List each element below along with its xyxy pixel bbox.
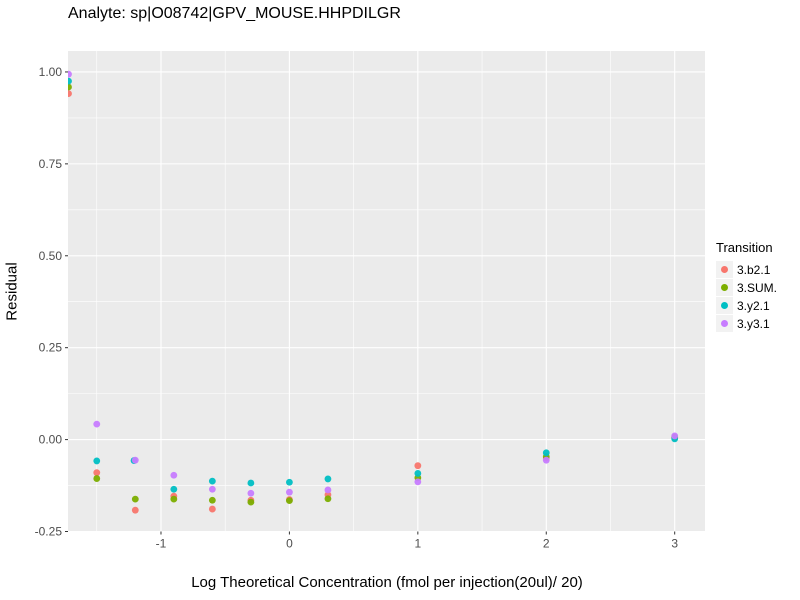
data-point-3.SUM. bbox=[324, 495, 332, 503]
x-tick-label: 2 bbox=[543, 537, 550, 551]
legend-item: 3.y2.1 bbox=[716, 297, 777, 314]
data-point-3.y3.1 bbox=[131, 456, 139, 464]
data-point-3.y3.1 bbox=[324, 486, 332, 494]
data-point-3.y3.1 bbox=[286, 488, 293, 496]
data-point-3.SUM. bbox=[208, 496, 216, 504]
data-point-3.b2.1 bbox=[414, 462, 422, 470]
data-points bbox=[68, 70, 679, 514]
data-point-3.SUM. bbox=[68, 83, 72, 91]
gridlines bbox=[68, 51, 705, 533]
page-title: Analyte: sp|O08742|GPV_MOUSE.HHPDILGR bbox=[68, 5, 401, 22]
legend-item: 3.SUM. bbox=[716, 279, 777, 296]
series-dot-icon bbox=[721, 266, 728, 273]
data-point-3.y3.1 bbox=[542, 456, 550, 464]
data-point-3.y3.1 bbox=[208, 485, 216, 493]
series-dot-icon bbox=[721, 284, 728, 291]
data-point-3.y2.1 bbox=[286, 478, 293, 486]
data-point-3.SUM. bbox=[131, 495, 139, 503]
y-tick-label: 0.25 bbox=[39, 341, 63, 355]
legend-item: 3.b2.1 bbox=[716, 261, 777, 278]
data-point-3.b2.1 bbox=[208, 505, 216, 513]
data-point-3.y3.1 bbox=[93, 420, 101, 428]
legend-key bbox=[716, 315, 733, 332]
data-point-3.SUM. bbox=[247, 498, 255, 506]
data-point-3.y3.1 bbox=[247, 489, 255, 497]
legend-item-label: 3.y2.1 bbox=[737, 298, 770, 313]
data-point-3.y2.1 bbox=[414, 470, 422, 477]
series-dot-icon bbox=[721, 320, 728, 327]
y-tick-label: 1.00 bbox=[39, 65, 63, 79]
data-point-3.y2.1 bbox=[542, 449, 550, 457]
data-point-3.y2.1 bbox=[68, 77, 72, 85]
data-point-3.b2.1 bbox=[93, 469, 101, 477]
legend-item-label: 3.b2.1 bbox=[737, 262, 771, 277]
y-tick-label: -0.25 bbox=[35, 525, 63, 539]
legend-item-label: 3.SUM. bbox=[737, 280, 778, 295]
x-axis-title: Log Theoretical Concentration (fmol per … bbox=[191, 574, 583, 591]
data-point-3.b2.1 bbox=[131, 506, 139, 514]
x-tick-label: 0 bbox=[286, 537, 293, 551]
y-tick-label: 0.50 bbox=[39, 249, 63, 263]
legend-key bbox=[716, 297, 733, 314]
plot-panel bbox=[68, 51, 705, 532]
data-point-3.y2.1 bbox=[208, 477, 216, 485]
y-axis-title: Residual bbox=[3, 262, 21, 321]
data-point-3.y2.1 bbox=[247, 479, 255, 487]
data-point-3.y3.1 bbox=[414, 478, 422, 486]
data-point-3.y2.1 bbox=[324, 475, 332, 483]
legend-key bbox=[716, 261, 733, 278]
legend-item: 3.y3.1 bbox=[716, 315, 777, 332]
x-tick-label: -1 bbox=[156, 537, 167, 551]
data-point-3.y3.1 bbox=[68, 70, 72, 78]
data-point-3.y2.1 bbox=[170, 485, 178, 493]
data-point-3.SUM. bbox=[286, 497, 293, 505]
data-point-3.y3.1 bbox=[170, 471, 178, 479]
axes: -1 0 1 2 3 1.00 0.75 0.50 0.25 0.00 -0.25 bbox=[35, 65, 679, 551]
data-point-3.SUM. bbox=[170, 495, 178, 503]
data-point-3.b2.1 bbox=[68, 90, 72, 98]
legend-key bbox=[716, 279, 733, 296]
data-point-3.SUM. bbox=[93, 475, 101, 482]
x-tick-label: 1 bbox=[414, 537, 421, 551]
y-tick-label: 0.00 bbox=[39, 433, 63, 447]
x-tick-label: 3 bbox=[671, 537, 678, 551]
legend-title: Transition bbox=[716, 240, 773, 255]
legend: Transition 3.b2.1 3.SUM. 3.y2.1 3.y3.1 bbox=[716, 240, 777, 333]
y-tick-label: 0.75 bbox=[39, 157, 63, 171]
series-dot-icon bbox=[721, 302, 728, 309]
data-point-3.y3.1 bbox=[671, 432, 679, 440]
legend-item-label: 3.y3.1 bbox=[737, 316, 770, 331]
data-point-3.y2.1 bbox=[93, 457, 101, 465]
